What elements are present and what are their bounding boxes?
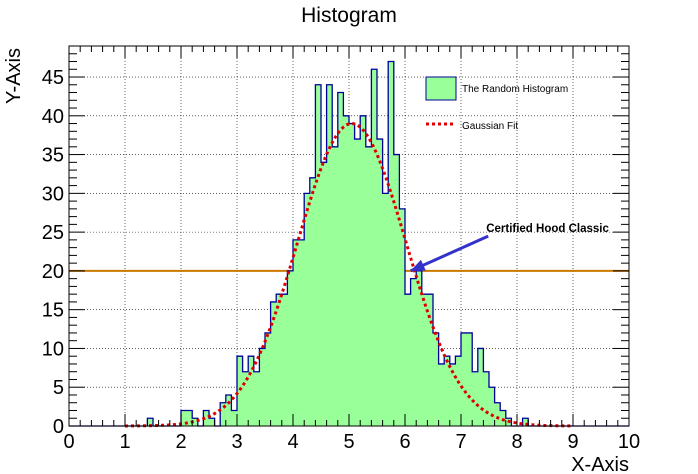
histogram-bin — [315, 85, 321, 426]
histogram-bin — [472, 372, 478, 426]
y-tick-label: 15 — [42, 300, 64, 322]
histogram-bin — [478, 348, 484, 426]
annotation-text: Certified Hood Classic — [486, 223, 609, 235]
histogram-bin — [467, 333, 473, 426]
histogram-bin — [343, 116, 349, 426]
axis-ticks — [68, 45, 630, 427]
y-tick-label: 10 — [42, 338, 64, 360]
chart-title: Histogram — [301, 4, 397, 27]
histogram-bin — [271, 302, 277, 426]
histogram-bin — [439, 364, 445, 426]
x-tick-label: 9 — [567, 431, 578, 453]
histogram-bin — [427, 294, 433, 426]
histogram-bin — [399, 209, 405, 426]
histogram-bin — [265, 333, 271, 426]
y-tick-label: 0 — [53, 416, 64, 438]
histogram-bin — [360, 116, 366, 426]
y-tick-label: 30 — [42, 183, 64, 205]
histogram-bin — [310, 178, 316, 426]
histogram-bin — [276, 294, 282, 426]
histogram-bin — [254, 372, 260, 426]
x-tick-label: 8 — [511, 431, 522, 453]
histogram-bin — [349, 124, 355, 426]
histogram-bin — [377, 139, 383, 426]
legend-label-histogram: The Random Histogram — [462, 84, 568, 95]
x-axis-title: X-Axis — [571, 454, 629, 474]
y-tick-label: 45 — [42, 67, 64, 89]
histogram-bin — [495, 403, 501, 426]
annotation-arrow — [409, 234, 489, 273]
histogram-bin — [394, 155, 400, 426]
histogram-bin — [455, 356, 461, 426]
histogram-bin — [321, 162, 327, 426]
legend-label-fit: Gaussian Fit — [462, 121, 518, 132]
y-tick-label: 20 — [42, 261, 64, 283]
histogram-bin — [355, 139, 361, 426]
x-tick-label: 2 — [175, 431, 186, 453]
histogram-bin — [259, 348, 265, 426]
legend: The Random Histogram Gaussian Fit — [425, 76, 568, 132]
histogram-bin — [304, 193, 310, 426]
histogram-bin — [237, 356, 243, 426]
y-tick-label: 25 — [42, 222, 64, 244]
x-tick-label: 6 — [399, 431, 410, 453]
y-tick-label: 35 — [42, 145, 64, 167]
histogram-bin — [411, 279, 417, 426]
histogram-bin — [366, 147, 372, 426]
annotation-arrowhead — [410, 259, 426, 271]
histogram-bin — [338, 93, 344, 426]
x-tick-label: 4 — [287, 431, 298, 453]
histogram-bin — [231, 410, 237, 426]
histogram-bin — [405, 294, 411, 426]
y-axis-title: Y-Axis — [3, 48, 25, 104]
histogram-bin — [209, 418, 215, 426]
histogram-bin — [433, 333, 439, 426]
histogram-bin — [332, 147, 338, 426]
x-tick-label: 0 — [63, 431, 74, 453]
histogram-bin — [282, 294, 288, 426]
histogram-bin — [248, 356, 254, 426]
x-tick-label: 7 — [455, 431, 466, 453]
histogram-bin — [371, 69, 377, 426]
x-tick-labels: 0 1 2 3 4 5 6 7 8 9 10 — [63, 431, 640, 453]
histogram-outline — [69, 60, 629, 427]
y-tick-labels: 0 5 10 15 20 25 30 35 40 45 — [42, 67, 64, 438]
histogram-bin — [287, 271, 293, 426]
x-tick-label: 1 — [119, 431, 130, 453]
histogram-bin — [299, 240, 305, 426]
x-tick-label: 5 — [343, 431, 354, 453]
histogram-bin — [293, 240, 299, 426]
histogram-bin — [226, 395, 232, 426]
histogram-fill — [69, 61, 629, 427]
histogram-bin — [461, 333, 467, 426]
histogram-bin — [422, 294, 428, 426]
x-tick-label: 3 — [231, 431, 242, 453]
histogram-bin — [327, 85, 333, 426]
y-tick-label: 5 — [53, 377, 64, 399]
histogram-bin — [383, 193, 389, 426]
gaussian-fit-curve — [124, 122, 574, 428]
y-tick-label: 40 — [42, 106, 64, 128]
histogram-bin — [483, 372, 489, 426]
histogram-bin — [388, 62, 394, 426]
annotation: Certified Hood Classic — [409, 223, 609, 273]
x-tick-label: 10 — [618, 431, 640, 453]
histogram-bin — [489, 387, 495, 426]
legend-swatch-histogram — [425, 76, 457, 101]
